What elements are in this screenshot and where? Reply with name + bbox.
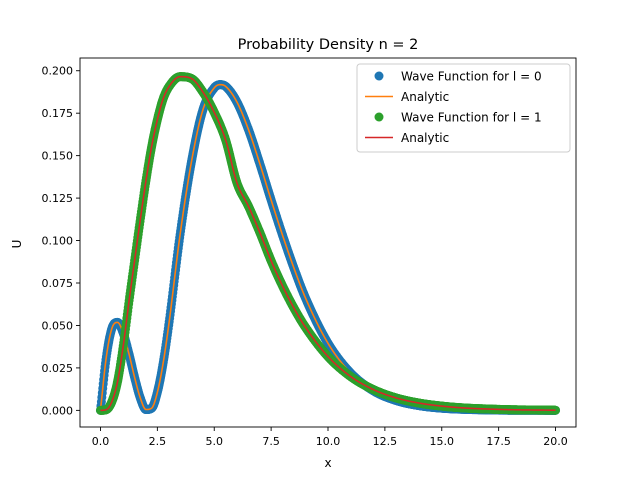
x-tick-label: 10.0 [316,435,341,448]
legend-entry: Analytic [365,131,449,145]
legend: Wave Function for l = 0 Analytic Wave Func… [356,63,571,153]
y-tick-label: 0.125 [42,192,74,205]
y-tick-label: 0.050 [42,319,74,332]
x-tick-label: 5.0 [205,435,223,448]
x-tick-label: 17.5 [486,435,511,448]
legend-entry: Analytic [365,90,449,104]
x-tick-label: 12.5 [373,435,398,448]
chart-title: Probability Density n = 2 [238,37,419,53]
legend-label: Wave Function for l = 1 [401,111,542,125]
plot-area [95,72,561,415]
legend-label: Wave Function for l = 0 [401,70,542,84]
x-tick-label: 20.0 [543,435,568,448]
y-tick-label: 0.175 [42,107,74,120]
x-tick-label: 7.5 [262,435,280,448]
legend-label: Analytic [401,90,449,104]
y-tick-label: 0.100 [42,235,74,248]
y-tick-label: 0.075 [42,277,74,290]
series-line-3 [100,75,556,412]
y-tick-label: 0.025 [42,362,74,375]
axes: 0.0 2.5 5.0 7.5 10.0 12.5 15.0 17.5 20.0 0.000 0.0… [42,57,577,448]
x-tick-label: 15.0 [430,435,455,448]
legend-marker [374,71,384,81]
legend-marker [374,112,384,122]
x-axis-label: x [324,456,331,470]
y-axis-label: U [10,240,24,249]
x-tick-label: 2.5 [149,435,167,448]
x-tick-label: 0.0 [92,435,110,448]
y-tick-label: 0.000 [42,404,74,417]
y-tick-label: 0.150 [42,150,74,163]
legend-entry: Wave Function for l = 1 [374,111,542,125]
y-tick-label: 0.200 [42,65,74,78]
legend-entry: Wave Function for l = 0 [374,70,542,84]
legend-label: Analytic [401,131,449,145]
legend-box [356,63,571,153]
